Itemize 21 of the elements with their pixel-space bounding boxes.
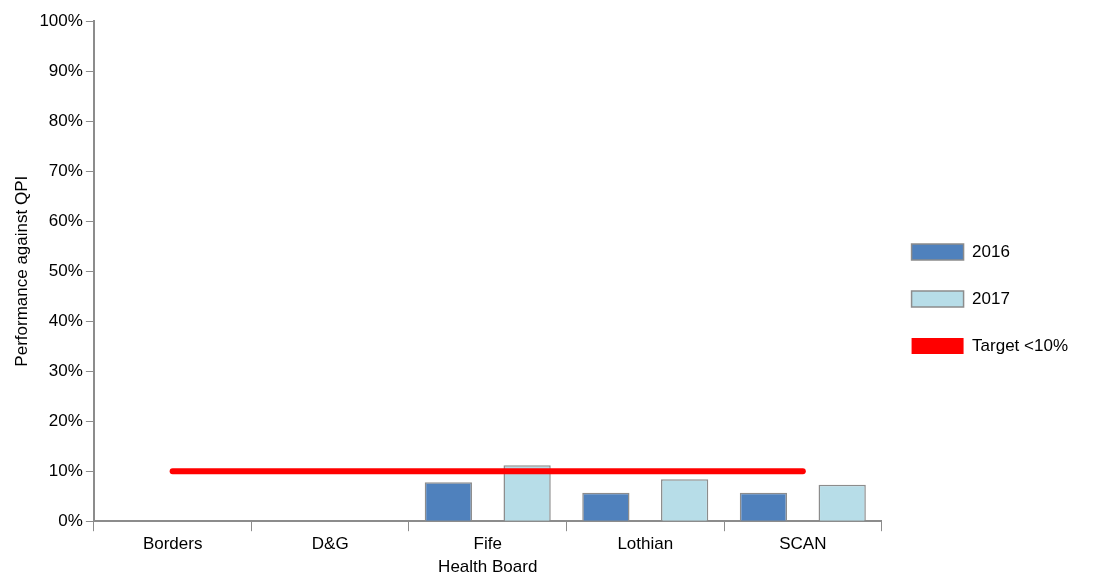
y-tick-label: 0%	[58, 510, 83, 530]
y-tick-label: 50%	[48, 260, 83, 280]
y-tick-label: 80%	[48, 110, 83, 130]
x-tick-label: Lothian	[617, 534, 674, 554]
legend-label: 2017	[972, 288, 1010, 308]
y-tick-label: 100%	[39, 10, 83, 30]
x-tick-label: D&G	[311, 534, 349, 554]
y-tick-label: 70%	[48, 160, 83, 180]
y-tick-label: 60%	[48, 210, 83, 230]
x-axis-title: Health Board	[438, 557, 538, 577]
y-tick-label: 10%	[48, 460, 83, 480]
y-tick-label: 40%	[48, 310, 83, 330]
y-tick-label: 30%	[48, 360, 83, 380]
legend-label: 2016	[972, 241, 1010, 261]
x-tick-label: Fife	[473, 534, 502, 554]
y-tick-label: 20%	[48, 410, 83, 430]
y-tick-label: 90%	[48, 60, 83, 80]
x-tick-label: Borders	[142, 534, 203, 554]
x-tick-label: SCAN	[779, 534, 827, 554]
y-axis-title: Performance against QPI	[11, 175, 31, 367]
legend-label: Target <10%	[972, 335, 1069, 355]
